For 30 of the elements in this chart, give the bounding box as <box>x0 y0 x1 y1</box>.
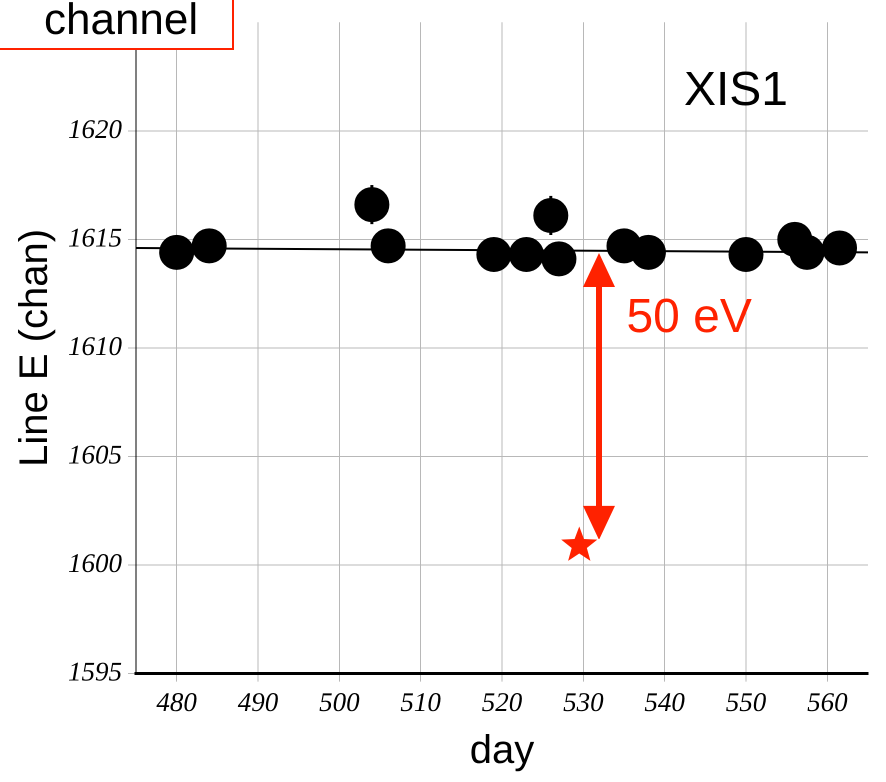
point <box>159 234 194 270</box>
point <box>541 241 576 276</box>
x-tick-label: 500 <box>319 686 360 717</box>
x-tick-label: 550 <box>726 686 767 717</box>
x-axis-title: day <box>470 728 534 772</box>
point <box>508 237 544 272</box>
y-tick-label: 1610 <box>68 330 122 361</box>
point <box>561 526 598 561</box>
x-tick-label: 540 <box>644 686 686 717</box>
annotation: XIS1 <box>684 62 788 118</box>
point <box>476 237 512 272</box>
point <box>192 228 227 264</box>
x-tick-label: 530 <box>563 686 604 717</box>
point <box>790 234 824 270</box>
x-tick-label: 480 <box>156 686 198 717</box>
x-tick-label: 520 <box>482 686 523 717</box>
y-tick-label: 1615 <box>68 222 122 252</box>
x-tick-label: 490 <box>238 686 279 717</box>
point <box>728 237 764 272</box>
y-tick-label: 1620 <box>68 114 122 144</box>
y-tick-label: 1600 <box>68 548 122 578</box>
y-tick-label: 1605 <box>68 440 122 470</box>
point <box>822 230 858 266</box>
y-tick-label: 1595 <box>68 656 122 687</box>
x-tick-label: 510 <box>400 686 442 717</box>
y-axis-title: Line E (chan) <box>12 228 56 467</box>
annotation: 50 eV <box>626 289 752 344</box>
x-tick-label: 560 <box>807 686 848 717</box>
point <box>370 228 406 264</box>
annotation: channel <box>0 0 234 50</box>
